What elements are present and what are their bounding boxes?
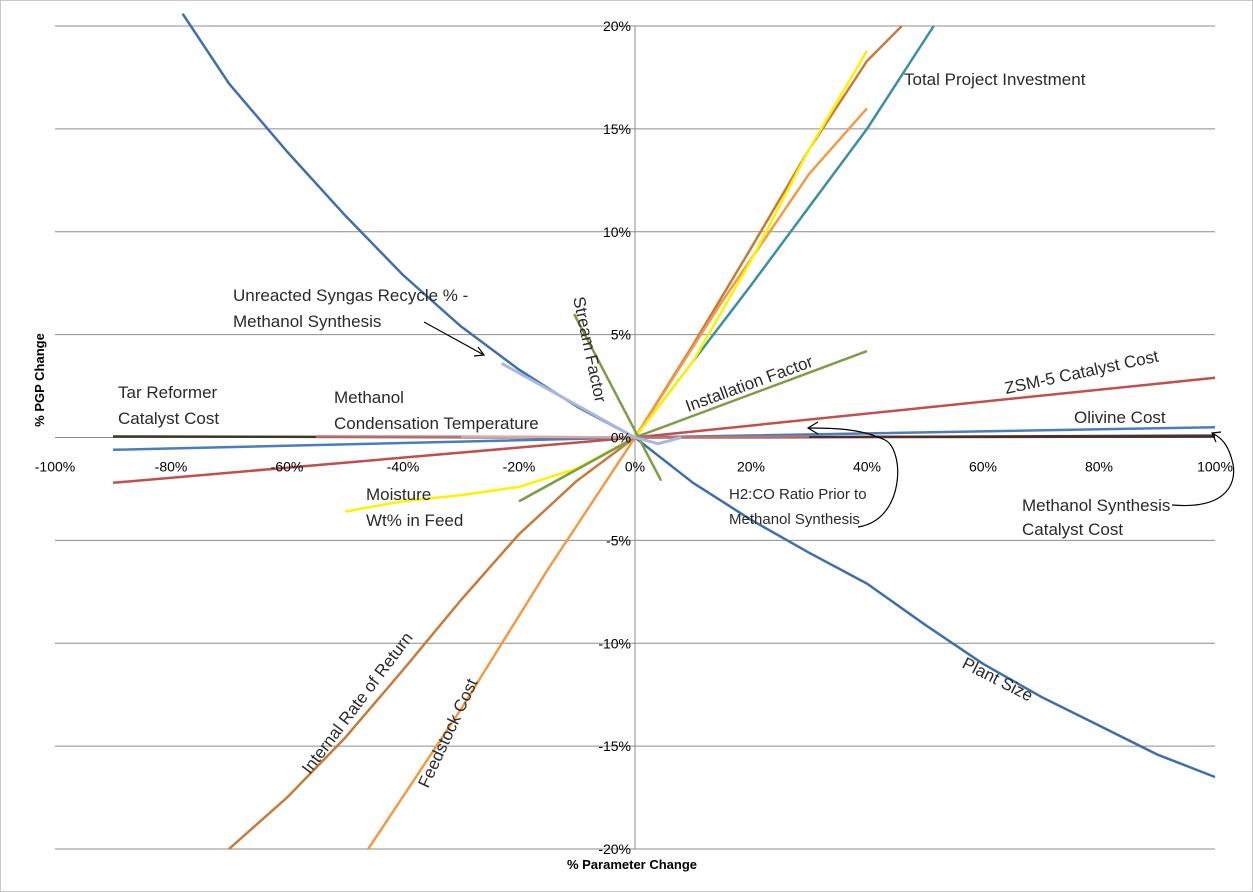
x-tick-label: 60% <box>969 459 997 475</box>
y-tick-label: 10% <box>603 224 631 240</box>
y-tick-label: 20% <box>603 18 631 34</box>
x-tick-label: -20% <box>503 459 536 475</box>
series-line-stream-factor <box>572 313 663 482</box>
y-axis-title: % PGP Change <box>32 333 47 427</box>
x-tick-label: 80% <box>1085 459 1113 475</box>
annotation-h2co-line2: Methanol Synthesis <box>729 511 860 528</box>
annotation-tar-line1: Tar Reformer <box>118 383 218 402</box>
y-tick-label: -5% <box>606 532 631 548</box>
x-tick-label: -100% <box>35 459 75 475</box>
annotation-msc-line2: Catalyst Cost <box>1022 520 1123 539</box>
annotation-olivine: Olivine Cost <box>1074 408 1166 427</box>
annotation-moisture-line1: Moisture <box>366 485 431 504</box>
x-tick-label: 0% <box>625 459 645 475</box>
annotation-total-investment: Total Project Investment <box>904 70 1086 89</box>
series-line-methanol-condensation-temperature <box>460 435 636 439</box>
annotation-condensation-line2: Condensation Temperature <box>334 414 539 433</box>
annotation-h2co-line1: H2:CO Ratio Prior to <box>729 486 867 503</box>
annotation-msc-line1: Methanol Synthesis <box>1022 496 1170 515</box>
x-tick-label: 40% <box>853 459 881 475</box>
y-tick-label: -10% <box>598 635 631 651</box>
unreacted-syngas-arrow-head <box>473 346 486 357</box>
x-tick-label: -40% <box>387 459 420 475</box>
y-tick-label: 0% <box>611 430 631 446</box>
methanol-synthesis-catalyst-arrow-head <box>1211 431 1222 443</box>
annotation-unreacted-line2: Methanol Synthesis <box>233 312 381 331</box>
x-tick-label: -80% <box>155 459 188 475</box>
methanol-synthesis-catalyst-arrow <box>1171 432 1235 507</box>
unreacted-syngas-arrow <box>423 321 485 356</box>
y-tick-label: -15% <box>598 738 631 754</box>
y-tick-label: -20% <box>598 841 631 857</box>
x-tick-label: -60% <box>271 459 304 475</box>
annotation-moisture-line2: Wt% in Feed <box>366 511 463 530</box>
x-tick-label: 100% <box>1197 459 1233 475</box>
annotation-condensation-line1: Methanol <box>334 388 404 407</box>
annotation-tar-line2: Catalyst Cost <box>118 409 219 428</box>
x-axis-title: % Parameter Change <box>567 857 697 872</box>
y-tick-label: 5% <box>611 327 631 343</box>
h2co-ratio-arrow-head <box>806 421 819 435</box>
annotation-unreacted-line1: Unreacted Syngas Recycle % - <box>233 286 468 305</box>
x-tick-label: 20% <box>737 459 765 475</box>
series-line-plant-size <box>181 13 1216 779</box>
y-tick-label: 15% <box>603 121 631 137</box>
h2co-ratio-arrow <box>807 427 899 528</box>
series-line-unreacted-syngas-recycle-methanol-synthesis <box>500 362 682 446</box>
